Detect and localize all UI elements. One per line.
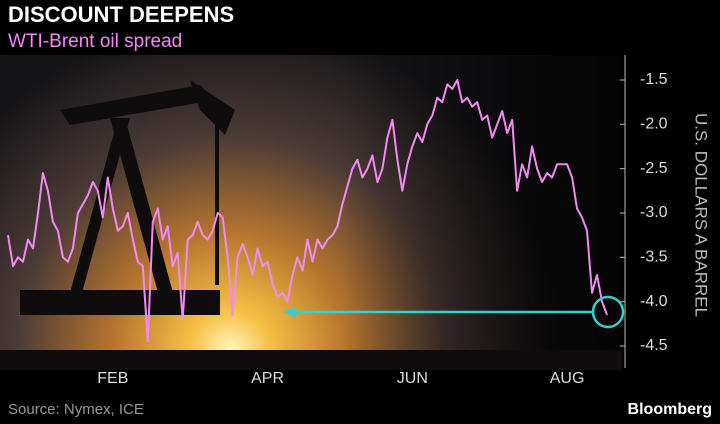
annotation-arrowhead <box>284 306 296 318</box>
y-tick-label: -4.0 <box>640 293 668 310</box>
x-tick-label: FEB <box>97 370 128 387</box>
x-tick-label: JUN <box>397 370 428 387</box>
x-tick-label: APR <box>251 370 284 387</box>
plot: -1.5 -2.0 -2.5 -3.0 -3.5 -4.0 -4.5 FEB APR JUN AUG <box>7 71 668 387</box>
chart-title: DISCOUNT DEEPENS <box>8 2 234 27</box>
y-tick-label: -2.5 <box>640 160 668 177</box>
y-tick-label: -2.0 <box>640 116 668 133</box>
y-tick-label: -1.5 <box>640 71 668 88</box>
line <box>7 79 608 343</box>
chart-subtitle: WTI-Brent oil spread <box>8 31 182 52</box>
annotation-circle <box>591 295 625 329</box>
brand: Bloomberg <box>628 401 712 418</box>
source: Source: Nymex, ICE <box>8 401 144 418</box>
pump-silhouette <box>0 80 622 370</box>
y-axis-label: U.S. DOLLARS A BARREL <box>692 113 711 317</box>
y-tick-label: -3.0 <box>640 204 668 221</box>
y-tick-label: -3.5 <box>640 249 668 266</box>
y-tick-label: -4.5 <box>640 337 668 354</box>
x-tick-label: AUG <box>550 370 585 387</box>
